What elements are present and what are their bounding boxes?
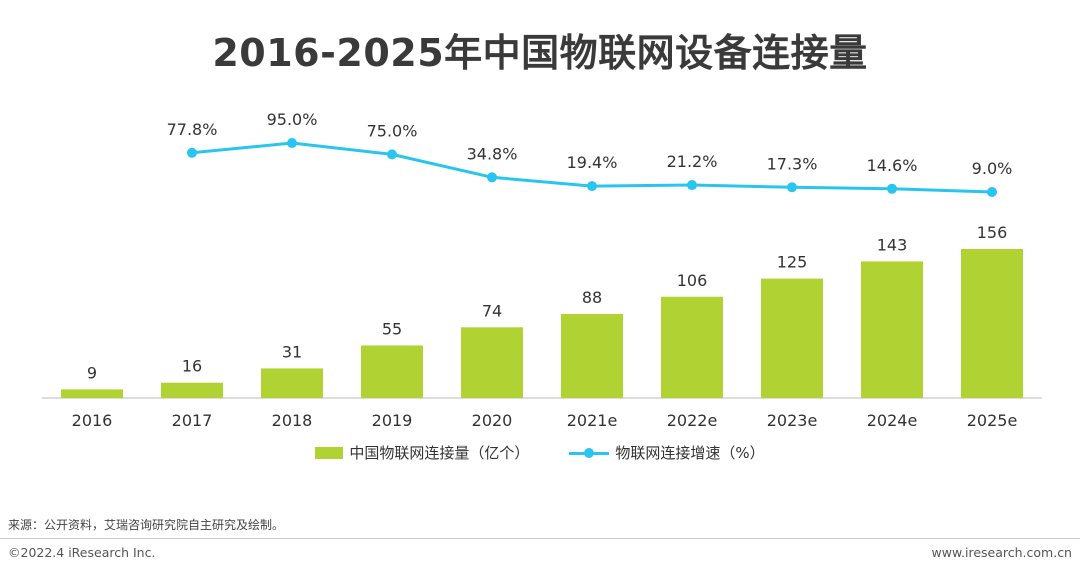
growth-point-2021e <box>587 181 597 192</box>
growth-value-label: 34.8% <box>467 144 518 163</box>
bar-value-label: 125 <box>777 253 808 272</box>
bar-2017 <box>161 382 223 398</box>
source-note: 来源：公开资料，艾瑞咨询研究院自主研究及绘制。 <box>8 518 285 532</box>
x-tick-label: 2016 <box>72 411 113 430</box>
bar-2025e <box>961 249 1023 398</box>
legend-item-connections: 中国物联网连接量（亿个） <box>315 442 529 463</box>
bar-2020 <box>461 327 523 398</box>
bar-value-label: 88 <box>582 288 602 307</box>
x-tick-label: 2024e <box>867 411 918 430</box>
bar-value-label: 106 <box>677 271 708 290</box>
growth-value-label: 75.0% <box>367 121 418 140</box>
legend-line-swatch <box>569 447 610 459</box>
bar-2022e <box>661 296 723 398</box>
growth-value-label: 95.0% <box>267 110 318 129</box>
growth-point-2020 <box>487 172 497 183</box>
bar-value-label: 9 <box>87 363 97 382</box>
growth-value-label: 19.4% <box>567 153 618 172</box>
growth-value-label: 17.3% <box>767 154 818 173</box>
growth-value-label: 14.6% <box>867 156 918 175</box>
footer-divider <box>0 538 1080 539</box>
x-tick-label: 2017 <box>172 411 213 430</box>
bar-value-label: 74 <box>482 301 502 320</box>
growth-value-label: 21.2% <box>667 152 718 171</box>
x-tick-label: 2022e <box>667 411 718 430</box>
x-tick-label: 2021e <box>567 411 618 430</box>
x-tick-label: 2023e <box>767 411 818 430</box>
bar-2024e <box>861 261 923 398</box>
x-tick-label: 2018 <box>272 411 313 430</box>
chart-title: 2016-2025年中国物联网设备连接量 <box>212 31 868 75</box>
bar-2019 <box>361 345 423 398</box>
chart-legend: 中国物联网连接量（亿个） 物联网连接增速（%） <box>0 442 1080 463</box>
growth-value-label: 77.8% <box>167 120 218 139</box>
x-tick-label: 2025e <box>967 411 1018 430</box>
bar-value-label: 31 <box>282 342 302 361</box>
bar-2023e <box>761 278 823 398</box>
website-link[interactable]: www.iresearch.com.cn <box>931 545 1073 560</box>
growth-point-2024e <box>887 183 897 194</box>
growth-point-2025e <box>987 187 997 197</box>
bar-value-label: 55 <box>382 319 402 338</box>
bar-value-label: 16 <box>182 357 202 376</box>
bar-value-label: 143 <box>877 235 908 254</box>
growth-point-2018 <box>287 138 297 148</box>
bar-2021e <box>561 313 623 398</box>
legend-bar-label: 中国物联网连接量（亿个） <box>349 444 530 462</box>
bar-2018 <box>261 368 323 398</box>
x-tick-label: 2019 <box>372 411 413 430</box>
growth-point-2022e <box>687 180 697 191</box>
legend-bar-swatch <box>315 446 344 459</box>
growth-value-label: 9.0% <box>972 159 1013 178</box>
x-tick-label: 2020 <box>472 411 513 430</box>
copyright-text: ©2022.4 iResearch Inc. <box>8 545 156 560</box>
chart-canvas: 9 2016 16 2017 31 2018 55 2019 74 2020 88 2021e 106 2… <box>42 110 1042 430</box>
bar-value-label: 156 <box>977 223 1008 242</box>
legend-item-growth: 物联网连接增速（%） <box>569 442 765 463</box>
bar-2016 <box>61 389 123 398</box>
growth-point-2019 <box>387 149 397 160</box>
growth-point-2023e <box>787 182 797 193</box>
legend-line-label: 物联网连接增速（%） <box>615 444 765 462</box>
growth-point-2017 <box>187 147 197 158</box>
